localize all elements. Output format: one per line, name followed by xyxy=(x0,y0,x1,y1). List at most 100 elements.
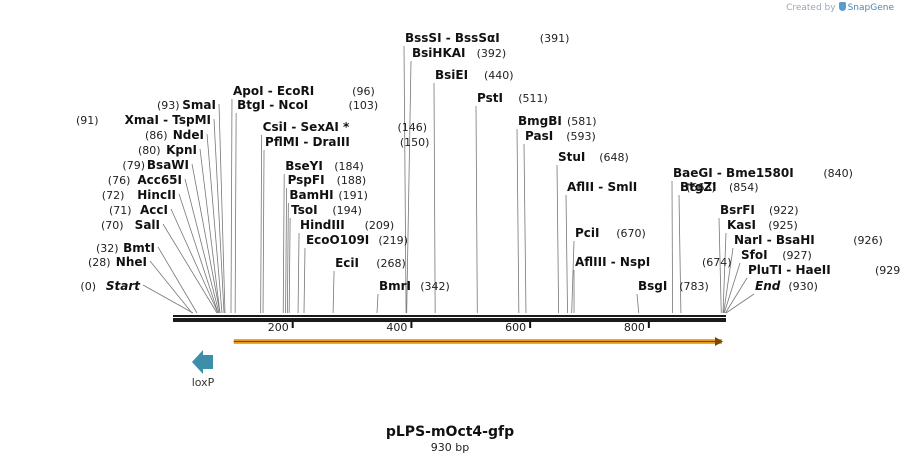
site-label[interactable]: BmgBI xyxy=(518,114,562,128)
site-label[interactable]: SmaI xyxy=(182,98,216,112)
site-start[interactable]: Start (0) xyxy=(80,279,141,293)
site-label[interactable]: PciI xyxy=(575,226,600,240)
site-label[interactable]: ApoI - EcoRI xyxy=(233,84,314,98)
site-stui[interactable]: StuI (648) xyxy=(558,150,629,164)
site-bmgbi[interactable]: BmgBI (581) xyxy=(518,114,597,128)
site-tsoi[interactable]: TsoI (194) xyxy=(291,203,362,217)
site-label[interactable]: BamHI xyxy=(289,188,333,202)
site-label[interactable]: NdeI xyxy=(173,128,204,142)
site-kasi[interactable]: KasI (925) xyxy=(727,218,798,232)
site-label[interactable]: KpnI xyxy=(166,143,197,157)
site-label[interactable]: NarI - BsaHI xyxy=(734,233,815,247)
site-label[interactable]: End xyxy=(755,279,781,293)
site-label[interactable]: PstI xyxy=(477,91,503,105)
site-btgzi[interactable]: BtgZI (854) xyxy=(680,180,759,194)
site-kpni[interactable]: KpnI (80) xyxy=(138,143,197,157)
site-label[interactable]: StuI xyxy=(558,150,585,164)
site-label[interactable]: BsgI xyxy=(638,279,667,293)
sequence-backbone xyxy=(173,315,726,322)
site-position: (194) xyxy=(332,204,362,217)
site-label[interactable]: BseYI xyxy=(285,159,323,173)
site-sali[interactable]: SalI (70) xyxy=(101,218,160,232)
site-label[interactable]: Acc65I xyxy=(137,173,182,187)
site-apoi[interactable]: ApoI - EcoRI (96) xyxy=(233,84,375,98)
site-position: (103) xyxy=(349,99,379,112)
site-pluti[interactable]: PluTI - HaeII (929) xyxy=(748,263,900,277)
site-bsgi[interactable]: BsgI (783) xyxy=(638,279,709,293)
site-label[interactable]: PflMI - DraIII xyxy=(265,135,350,149)
site-bamhi[interactable]: BamHI (191) xyxy=(289,188,368,202)
site-ecii[interactable]: EciI (268) xyxy=(335,256,406,270)
orf-arrow[interactable] xyxy=(233,337,723,346)
site-label[interactable]: BsiEI xyxy=(435,68,468,82)
site-bsawi[interactable]: BsaWI(79) xyxy=(122,158,189,172)
site-end[interactable]: End (930) xyxy=(755,279,818,293)
site-label[interactable]: BsaWI xyxy=(147,158,189,172)
site-label[interactable]: BssSI - BssSαI xyxy=(405,31,500,45)
site-bsrfi[interactable]: BsrFI (922) xyxy=(720,203,799,217)
site-label[interactable]: BmtI xyxy=(123,241,155,255)
site-pflmi[interactable]: PflMI - DraIII (150) xyxy=(265,135,429,149)
site-label[interactable]: AflII - SmlI xyxy=(567,180,637,194)
site-leader xyxy=(571,240,575,314)
loxP-arrow[interactable] xyxy=(192,350,213,374)
site-acc65i[interactable]: Acc65I (76) xyxy=(108,173,182,187)
site-ecoo109i[interactable]: EcoO109I (219) xyxy=(306,233,408,247)
site-label[interactable]: Start xyxy=(106,279,141,293)
site-btgi[interactable]: BtgI - NcoI (103) xyxy=(237,98,378,112)
site-label[interactable]: BtgI - NcoI xyxy=(237,98,308,112)
site-aflii[interactable]: AflII - SmlI (663) xyxy=(567,180,716,194)
site-acci[interactable]: AccI (71) xyxy=(109,203,168,217)
site-smai[interactable]: SmaI(93) xyxy=(157,98,216,112)
site-label[interactable]: NheI xyxy=(116,255,147,269)
site-hincii[interactable]: HincII (72) xyxy=(102,188,176,202)
site-bsssi[interactable]: BssSI - BssSαI (391) xyxy=(405,31,569,45)
site-position: (581) xyxy=(567,115,597,128)
site-label[interactable]: XmaI - TspMI xyxy=(125,113,211,127)
site-psti[interactable]: PstI (511) xyxy=(477,91,548,105)
site-ndei[interactable]: NdeI (86) xyxy=(145,128,204,142)
site-label[interactable]: SfoI xyxy=(741,248,768,262)
site-leader xyxy=(285,187,287,314)
site-label[interactable]: AccI xyxy=(140,203,168,217)
site-label[interactable]: PasI xyxy=(525,129,553,143)
site-label[interactable]: BsiHKAI xyxy=(412,46,466,60)
site-label[interactable]: EciI xyxy=(335,256,359,270)
site-bsihkai[interactable]: BsiHKAI (392) xyxy=(412,46,506,60)
site-sfoi[interactable]: SfoI (927) xyxy=(741,248,812,262)
site-label[interactable]: AflIII - NspI xyxy=(575,255,650,269)
site-nhei[interactable]: NheI (28) xyxy=(88,255,147,269)
site-baegi[interactable]: BaeGI - Bme1580I (840) xyxy=(673,166,853,180)
watermark-brand: SnapGene xyxy=(847,3,894,13)
site-bseyi[interactable]: BseYI (184) xyxy=(285,159,364,173)
site-leader xyxy=(556,164,560,314)
site-bsiei[interactable]: BsiEI (440) xyxy=(435,68,514,82)
site-name: BseYI xyxy=(285,159,323,173)
site-label[interactable]: PluTI - HaeII xyxy=(748,263,831,277)
site-label[interactable]: HindIII xyxy=(300,218,345,232)
site-label[interactable]: PspFI xyxy=(288,173,325,187)
feature-loxP[interactable] xyxy=(192,350,213,374)
site-label[interactable]: HincII xyxy=(137,188,176,202)
site-pspfi[interactable]: PspFI (188) xyxy=(288,173,367,187)
site-position: (219) xyxy=(378,234,408,247)
site-csii[interactable]: CsiI - SexAI * (146) xyxy=(263,120,427,134)
site-afliii[interactable]: AflIII - NspI (674) xyxy=(575,255,732,269)
site-label[interactable]: BmrI xyxy=(379,279,411,293)
site-label[interactable]: EcoO109I xyxy=(306,233,369,247)
site-bmti[interactable]: BmtI (32) xyxy=(96,241,155,255)
site-pcii[interactable]: PciI (670) xyxy=(575,226,646,240)
site-label[interactable]: KasI xyxy=(727,218,756,232)
site-label[interactable]: BsrFI xyxy=(720,203,755,217)
site-label[interactable]: BaeGI - Bme1580I xyxy=(673,166,794,180)
site-nari[interactable]: NarI - BsaHI (926) xyxy=(734,233,883,247)
site-label[interactable]: SalI xyxy=(135,218,160,232)
site-pasi[interactable]: PasI (593) xyxy=(525,129,596,143)
site-hindiii[interactable]: HindIII (209) xyxy=(300,218,394,232)
site-label[interactable]: TsoI xyxy=(291,203,317,217)
site-bmri[interactable]: BmrI (342) xyxy=(379,279,450,293)
site-label[interactable]: CsiI - SexAI * xyxy=(263,120,350,134)
site-label[interactable]: BtgZI xyxy=(680,180,717,194)
site-xmai[interactable]: XmaI - TspMI (91) xyxy=(76,113,211,127)
site-leader xyxy=(286,202,289,314)
